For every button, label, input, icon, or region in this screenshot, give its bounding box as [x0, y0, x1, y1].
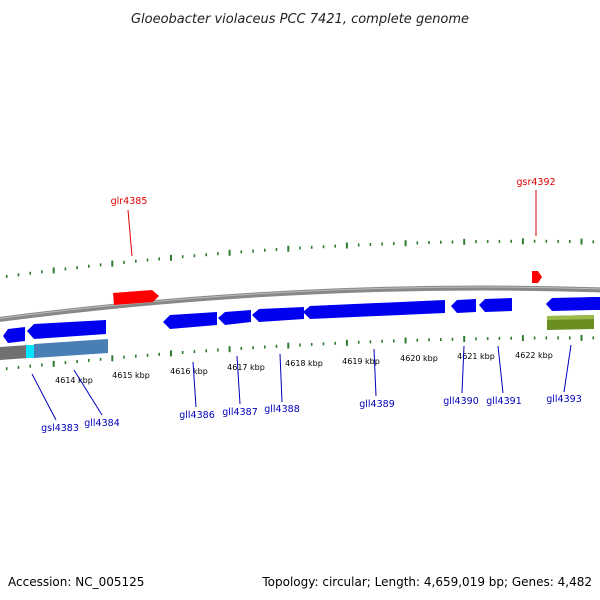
scale-label: 4621 kbp: [457, 352, 495, 361]
genome-summary-text: Topology: circular; Length: 4,659,019 bp…: [261, 575, 592, 589]
scale-label: 4620 kbp: [400, 354, 438, 363]
gene-labels: glr4385 gsr4392 gsl4383 gll4384 gll4386 …: [41, 177, 582, 434]
gene-gll4386[interactable]: [163, 312, 217, 329]
gene-label-gll4386[interactable]: gll4386: [179, 410, 215, 421]
gene-gsr4392[interactable]: [532, 271, 542, 283]
reverse-strand-genes: [3, 297, 600, 343]
scale-label: 4615 kbp: [112, 371, 150, 380]
scale-label: 4614 kbp: [55, 376, 93, 385]
gene-gsl4383[interactable]: [3, 327, 25, 343]
scale-label: 4619 kbp: [342, 357, 380, 366]
map-title: Gloeobacter violaceus PCC 7421, complete…: [131, 12, 469, 27]
scale-label: 4616 kbp: [170, 367, 208, 376]
gene-glr4385[interactable]: [113, 290, 159, 305]
gene-gll4390[interactable]: [451, 299, 476, 313]
gene-label-gsr4392[interactable]: gsr4392: [516, 177, 555, 188]
gene-label-gll4393[interactable]: gll4393: [546, 394, 582, 405]
scale-labels: 4614 kbp 4615 kbp 4616 kbp 4617 kbp 4618…: [55, 351, 553, 385]
forward-strand-genes: [113, 271, 542, 305]
gene-gll4388[interactable]: [252, 307, 304, 322]
gene-gll4389[interactable]: [303, 300, 445, 319]
gene-label-gll4388[interactable]: gll4388: [264, 404, 300, 415]
scale-label: 4618 kbp: [285, 359, 323, 368]
genome-backbone: [0, 285, 600, 322]
gene-label-gll4384[interactable]: gll4384: [84, 418, 120, 429]
scale-label: 4617 kbp: [227, 363, 265, 372]
gene-gll4384[interactable]: [27, 320, 106, 339]
gene-label-gll4389[interactable]: gll4389: [359, 399, 395, 410]
gene-gll4393[interactable]: [546, 297, 594, 311]
feature-band: [0, 315, 594, 360]
gene-label-gsl4383[interactable]: gsl4383: [41, 423, 79, 434]
scale-label: 4622 kbp: [515, 351, 553, 360]
gene-label-gll4391[interactable]: gll4391: [486, 396, 522, 407]
gene-label-gll4390[interactable]: gll4390: [443, 396, 479, 407]
gene-label-glr4385[interactable]: glr4385: [111, 196, 148, 207]
gene-label-gll4387[interactable]: gll4387: [222, 407, 258, 418]
outer-tick-track: [5, 238, 595, 278]
inner-tick-track: [5, 334, 595, 371]
accession-text: Accession: NC_005125: [8, 575, 144, 589]
gene-gll4391[interactable]: [479, 298, 512, 312]
label-leader-lines: [31, 190, 572, 421]
gene-gll4387[interactable]: [218, 310, 251, 325]
